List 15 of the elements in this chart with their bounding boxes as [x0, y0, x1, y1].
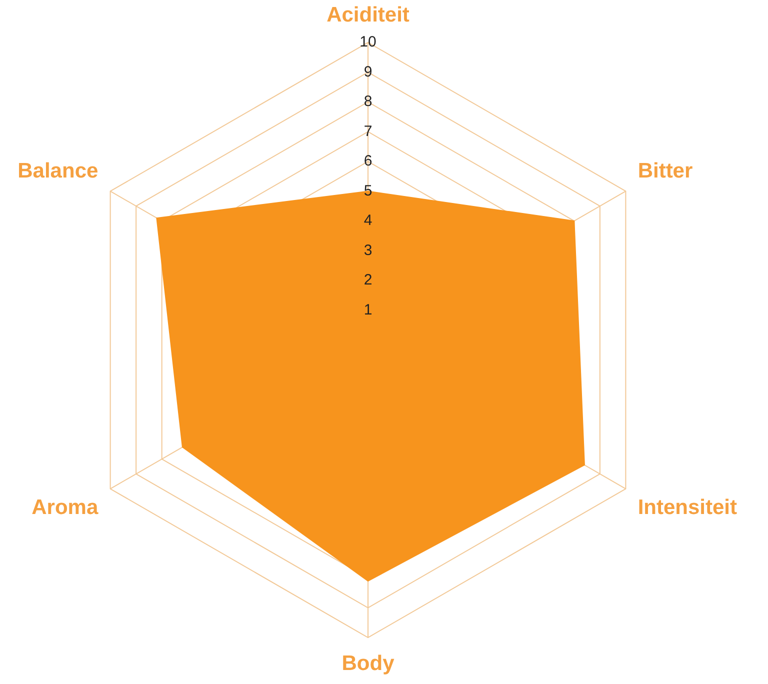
y-tick-label: 9	[364, 63, 372, 80]
spoke-label: Aroma	[32, 496, 98, 520]
spoke-label: Bitter	[638, 159, 693, 182]
y-tick-label: 1	[364, 301, 372, 318]
y-tick-label: 7	[364, 122, 372, 140]
y-tick-label: 8	[364, 93, 372, 110]
y-tick-label: 4	[364, 212, 372, 230]
spoke-label: Intensiteit	[638, 496, 738, 520]
y-tick-label: 6	[364, 152, 372, 170]
spoke-label: Body	[342, 652, 395, 675]
spoke-label: Aciditeit	[326, 4, 410, 27]
y-tick-label: 10	[360, 34, 376, 51]
spoke-label: Balance	[18, 159, 98, 182]
y-tick-label: 2	[364, 272, 372, 289]
y-tick-label: 3	[364, 242, 372, 259]
